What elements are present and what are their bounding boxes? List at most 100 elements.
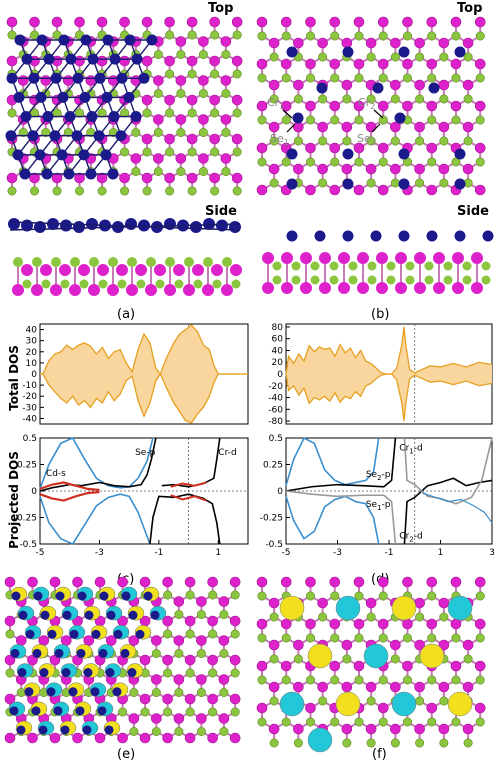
cd-atom — [426, 142, 438, 154]
y-tick-label: 0.25 — [263, 461, 283, 471]
y-tick-label: -20 — [22, 392, 37, 402]
cd-atom — [231, 133, 243, 145]
cr-atom — [130, 111, 142, 123]
se-atom — [439, 738, 449, 748]
se-atom — [443, 261, 453, 271]
se-atom — [269, 696, 279, 706]
se-atom — [281, 115, 291, 125]
cd-atom — [27, 654, 38, 666]
cd-atom — [207, 693, 218, 705]
cr-atom — [14, 34, 26, 46]
cd-atom — [173, 596, 185, 607]
annot-main: Se — [366, 470, 378, 480]
se-atom — [415, 178, 425, 188]
cd-atom — [341, 79, 353, 91]
cd-atom — [69, 284, 81, 296]
cr-atom — [101, 91, 113, 103]
se-atom — [196, 687, 206, 697]
panel-f-spin-density — [256, 576, 486, 753]
cd-atom — [305, 702, 316, 714]
cr-atom — [12, 149, 24, 161]
panel-e-spin-density — [4, 576, 241, 744]
se-atom — [176, 89, 186, 99]
cr-atom — [43, 53, 55, 65]
se-atom — [165, 186, 175, 196]
se-atom — [475, 633, 485, 643]
se-atom — [257, 157, 267, 167]
y-tick-label: 30 — [26, 337, 38, 347]
cr-atom — [9, 706, 19, 716]
cd-atom — [186, 94, 198, 106]
cd-atom — [426, 702, 438, 714]
arrow-se1 — [286, 123, 296, 133]
cd-atom — [305, 142, 316, 154]
cd-atom — [74, 16, 85, 28]
se-atom — [230, 707, 240, 717]
se-atom — [187, 186, 197, 196]
cd-atom — [209, 16, 220, 28]
se-atom — [354, 675, 364, 685]
y-tick-label: -0.5 — [19, 540, 37, 550]
dos-line — [40, 372, 248, 424]
se-atom — [281, 157, 291, 167]
cd-atom — [377, 184, 389, 196]
cd-atom — [164, 94, 175, 106]
se-atom — [318, 136, 328, 146]
cd-atom — [85, 75, 97, 86]
cr-atom — [107, 168, 119, 180]
se2-p-dn — [422, 492, 493, 524]
cd-atom — [474, 100, 486, 112]
cr-atom — [60, 219, 72, 232]
cr-atom — [113, 629, 123, 639]
se-atom — [310, 275, 320, 285]
cd-atom — [27, 732, 38, 744]
cr-atom — [138, 219, 150, 232]
se-atom — [481, 261, 491, 271]
cr-atom — [63, 168, 75, 180]
cd-atom — [220, 36, 232, 47]
cr-d-up2 — [161, 437, 221, 488]
se-atom — [415, 738, 425, 748]
cr-atom — [105, 668, 115, 678]
se-atom — [342, 654, 352, 664]
spin-density-sphere — [363, 643, 389, 669]
cd-atom — [262, 252, 274, 264]
se-atom — [415, 94, 425, 104]
cd-atom — [377, 100, 389, 112]
cr1-d-dn — [403, 477, 493, 545]
cd-atom — [175, 114, 187, 125]
se-atom — [257, 31, 267, 41]
cd-atom — [256, 660, 268, 672]
se-atom — [142, 108, 152, 118]
annot-sub: 2 — [409, 536, 413, 544]
cd-atom — [329, 660, 341, 672]
se-atom — [378, 73, 388, 83]
cd-atom — [184, 693, 196, 705]
cr-atom — [5, 130, 17, 142]
se-atom — [193, 279, 203, 289]
cd-atom — [280, 100, 292, 112]
cd-atom — [151, 674, 162, 685]
se-atom — [208, 707, 218, 717]
cd-atom — [305, 576, 316, 588]
cd-atom — [357, 252, 369, 264]
cd-atom — [357, 282, 369, 294]
cd-atom — [145, 284, 157, 296]
cd-atom — [202, 284, 214, 296]
cd-atom — [300, 252, 312, 264]
se-atom — [329, 275, 339, 285]
se-atom — [5, 668, 15, 678]
cd-atom — [450, 660, 462, 672]
cd-atom — [462, 79, 474, 91]
x-tick-label: -1 — [385, 548, 394, 558]
cd-atom — [164, 16, 175, 28]
cd-s-dn2 — [170, 494, 207, 502]
x-tick-label: -5 — [36, 548, 45, 558]
se-atom — [462, 261, 472, 271]
se-atom — [7, 186, 17, 196]
se-atom — [330, 73, 340, 83]
cd-atom — [94, 576, 106, 588]
cr-atom — [342, 46, 354, 58]
cr-d-up — [39, 437, 157, 492]
se-atom — [219, 648, 229, 658]
